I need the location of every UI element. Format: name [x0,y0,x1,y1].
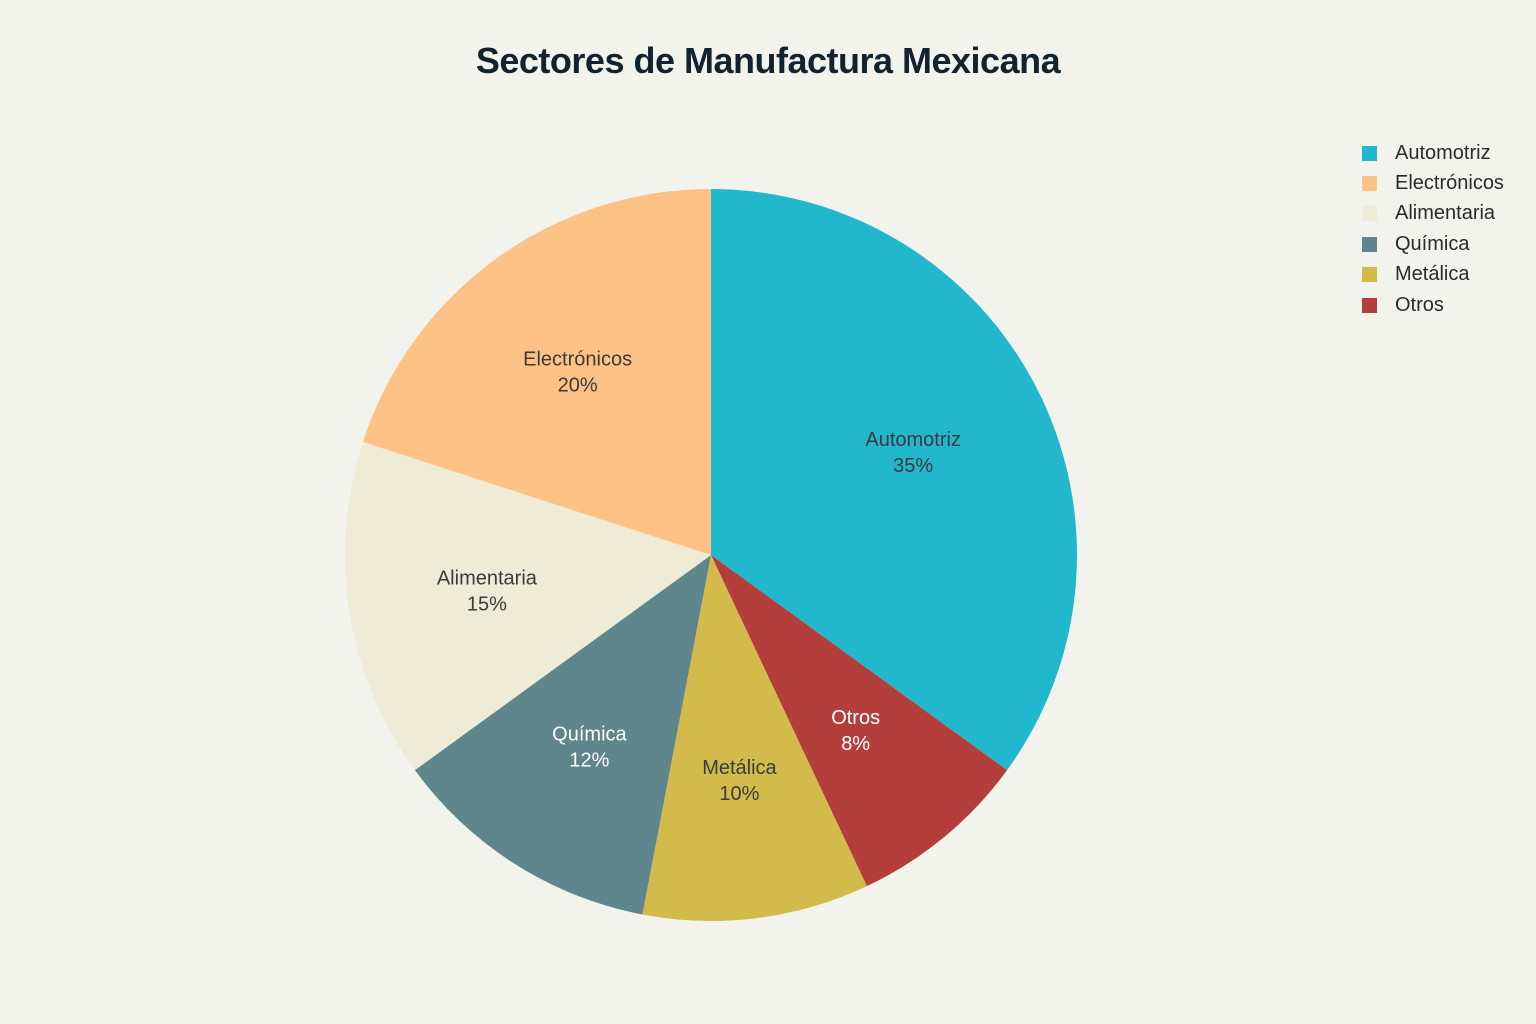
slice-label-alimentaria: Alimentaria 15% [437,567,538,615]
pie-slice-otros[interactable] [711,555,1008,887]
legend-item-alimentaria[interactable]: Alimentaria [1362,199,1504,229]
slice-percent-text: 8% [841,733,870,755]
slice-category-text: Metálica [702,757,777,779]
legend-swatch [1362,267,1377,283]
slice-category-text: Otros [831,707,880,729]
slice-category-text: Electrónicos [523,348,632,370]
pie-slice-alimentaria[interactable] [344,441,711,771]
slice-category-text: Química [552,724,627,746]
legend-label: Química [1395,232,1470,255]
pie-slice-labels: Automotriz 35% Otros 8% Metálica 10% Química 12… [437,348,961,805]
legend-swatch [1362,145,1377,161]
legend-item-quimica[interactable]: Química [1362,229,1504,259]
legend-label: Otros [1395,293,1444,316]
legend-label: Metálica [1395,263,1470,286]
slice-percent-text: 12% [569,750,609,772]
chart-title: Sectores de Manufactura Mexicana [475,40,1061,81]
legend-item-electronicos[interactable]: Electrónicos [1362,168,1504,198]
slice-percent-text: 20% [558,374,598,396]
slice-label-quimica: Química 12% [552,724,627,772]
legend-label: Electrónicos [1395,172,1504,195]
legend-swatch [1362,297,1377,313]
slice-label-otros: Otros 8% [831,707,880,755]
slice-percent-text: 35% [893,455,933,477]
legend-item-automotriz[interactable]: Automotriz [1362,138,1504,168]
slice-percent-text: 15% [467,593,507,615]
legend-swatch [1362,206,1377,222]
legend-item-metalica[interactable]: Metálica [1362,260,1504,290]
legend-label: Automotriz [1395,141,1491,164]
pie-slice-metalica[interactable] [642,555,867,921]
pie-slice-electronicos[interactable] [362,189,711,555]
pie-slice-automotriz[interactable] [711,189,1077,771]
slice-percent-text: 10% [719,783,759,805]
pie-slices [344,189,1077,921]
legend-label: Alimentaria [1395,202,1496,225]
slice-label-automotriz: Automotriz 35% [865,429,961,477]
legend-swatch [1362,236,1377,252]
pie-slice-quimica[interactable] [414,555,711,915]
slice-label-metalica: Metálica 10% [702,757,777,805]
legend-swatch [1362,176,1377,192]
slice-category-text: Alimentaria [437,567,538,589]
legend: Automotriz Electrónicos Alimentaria Química… [1362,138,1504,320]
legend-item-otros[interactable]: Otros [1362,290,1504,320]
slice-category-text: Automotriz [865,429,961,451]
slice-label-electronicos: Electrónicos 20% [523,348,632,396]
